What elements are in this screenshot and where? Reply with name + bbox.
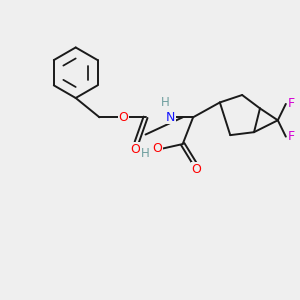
Text: F: F [288,130,295,143]
Text: F: F [288,98,295,110]
Text: O: O [152,142,162,155]
Text: O: O [118,111,128,124]
Text: H: H [160,96,169,109]
Text: N: N [166,111,176,124]
Text: O: O [130,142,140,156]
Text: H: H [141,147,149,161]
Text: O: O [191,163,201,176]
